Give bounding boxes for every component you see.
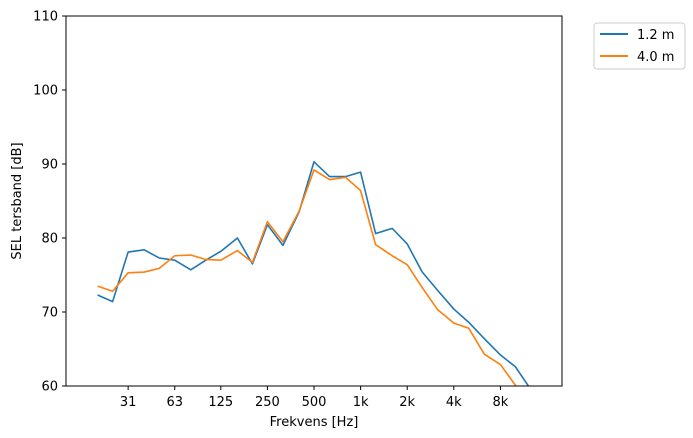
y-tick-label: 100	[33, 84, 58, 99]
legend-label-4-0m: 4.0 m	[637, 50, 674, 65]
x-tick-label: 63	[166, 395, 183, 410]
series-line-4-0m	[97, 169, 517, 386]
y-tick-label: 70	[41, 306, 58, 321]
x-axis-label: Frekvens [Hz]	[270, 415, 359, 430]
y-tick-label: 110	[33, 10, 58, 25]
x-tick-label: 125	[208, 395, 233, 410]
x-tick-label: 1k	[353, 395, 369, 410]
x-tick-label: 500	[302, 395, 327, 410]
x-tick-label: 2k	[399, 395, 415, 410]
legend: 1.2 m 4.0 m	[593, 22, 686, 70]
x-tick-label: 4k	[446, 395, 462, 410]
x-tick-label: 8k	[492, 395, 508, 410]
y-axis: 60 70 80 90 100 110	[33, 10, 66, 395]
x-axis: 31 63 125 250 500 1k 2k 4k 8k	[120, 386, 509, 410]
y-tick-label: 80	[41, 232, 58, 247]
x-tick-label: 31	[120, 395, 137, 410]
legend-label-1-2m: 1.2 m	[637, 28, 674, 43]
y-tick-label: 90	[41, 158, 58, 173]
y-axis-label: SEL tersband [dB]	[10, 142, 25, 259]
x-tick-label: 250	[255, 395, 280, 410]
y-tick-label: 60	[41, 380, 58, 395]
plot-background	[66, 16, 562, 386]
series-layer	[97, 160, 530, 386]
